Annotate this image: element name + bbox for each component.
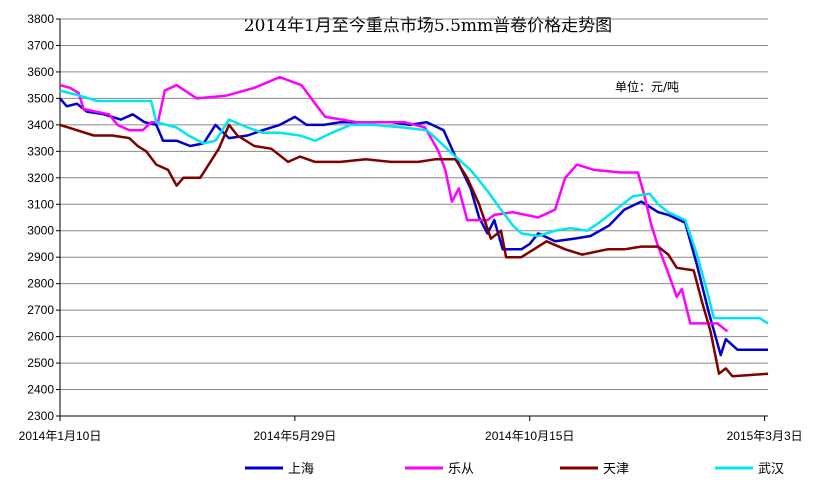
x-tick-label: 2015年3月3日	[727, 429, 803, 443]
y-tick-label: 2500	[27, 356, 54, 370]
y-tick-label: 3700	[27, 38, 54, 52]
legend-label: 武汉	[758, 462, 784, 477]
series-line-1	[59, 75, 729, 333]
y-tick-label: 2700	[27, 303, 54, 317]
y-tick-label: 3200	[27, 171, 54, 185]
y-axis: 2300 2400 2500 2600 2700 2800 2900 3000 3100 3200…	[27, 12, 61, 423]
legend: 上海 乐从 天津 武汉	[245, 462, 784, 477]
legend-label: 天津	[603, 462, 629, 477]
series-line-0	[59, 97, 768, 357]
chart-title: 2014年1月至今重点市场5.5mm普卷价格走势图	[244, 16, 612, 36]
y-tick-label: 3800	[27, 12, 54, 26]
y-tick-label: 2900	[27, 250, 54, 264]
y-tick-label: 3100	[27, 197, 54, 211]
x-axis: 2014年1月10日 2014年5月29日 2014年10月15日 2015年3月3日	[19, 415, 803, 443]
gridlines	[60, 18, 768, 391]
series-line-2	[59, 123, 769, 378]
legend-label: 乐从	[448, 462, 474, 477]
y-tick-label: 2300	[27, 409, 54, 423]
legend-label: 上海	[288, 462, 314, 477]
y-tick-label: 2800	[27, 277, 54, 291]
x-tick-label: 2014年5月29日	[254, 429, 337, 443]
y-tick-label: 3400	[27, 118, 54, 132]
y-tick-label: 2600	[27, 330, 54, 344]
y-tick-label: 3000	[27, 224, 54, 238]
unit-label: 单位：元/吨	[615, 79, 679, 94]
x-tick-label: 2014年10月15日	[485, 429, 574, 443]
series-line-3	[59, 89, 769, 325]
y-tick-label: 3300	[27, 144, 54, 158]
y-tick-label: 2400	[27, 383, 54, 397]
y-tick-label: 3500	[27, 91, 54, 105]
series-lines	[59, 75, 769, 378]
y-tick-label: 3600	[27, 65, 54, 79]
x-tick-label: 2014年1月10日	[19, 429, 102, 443]
